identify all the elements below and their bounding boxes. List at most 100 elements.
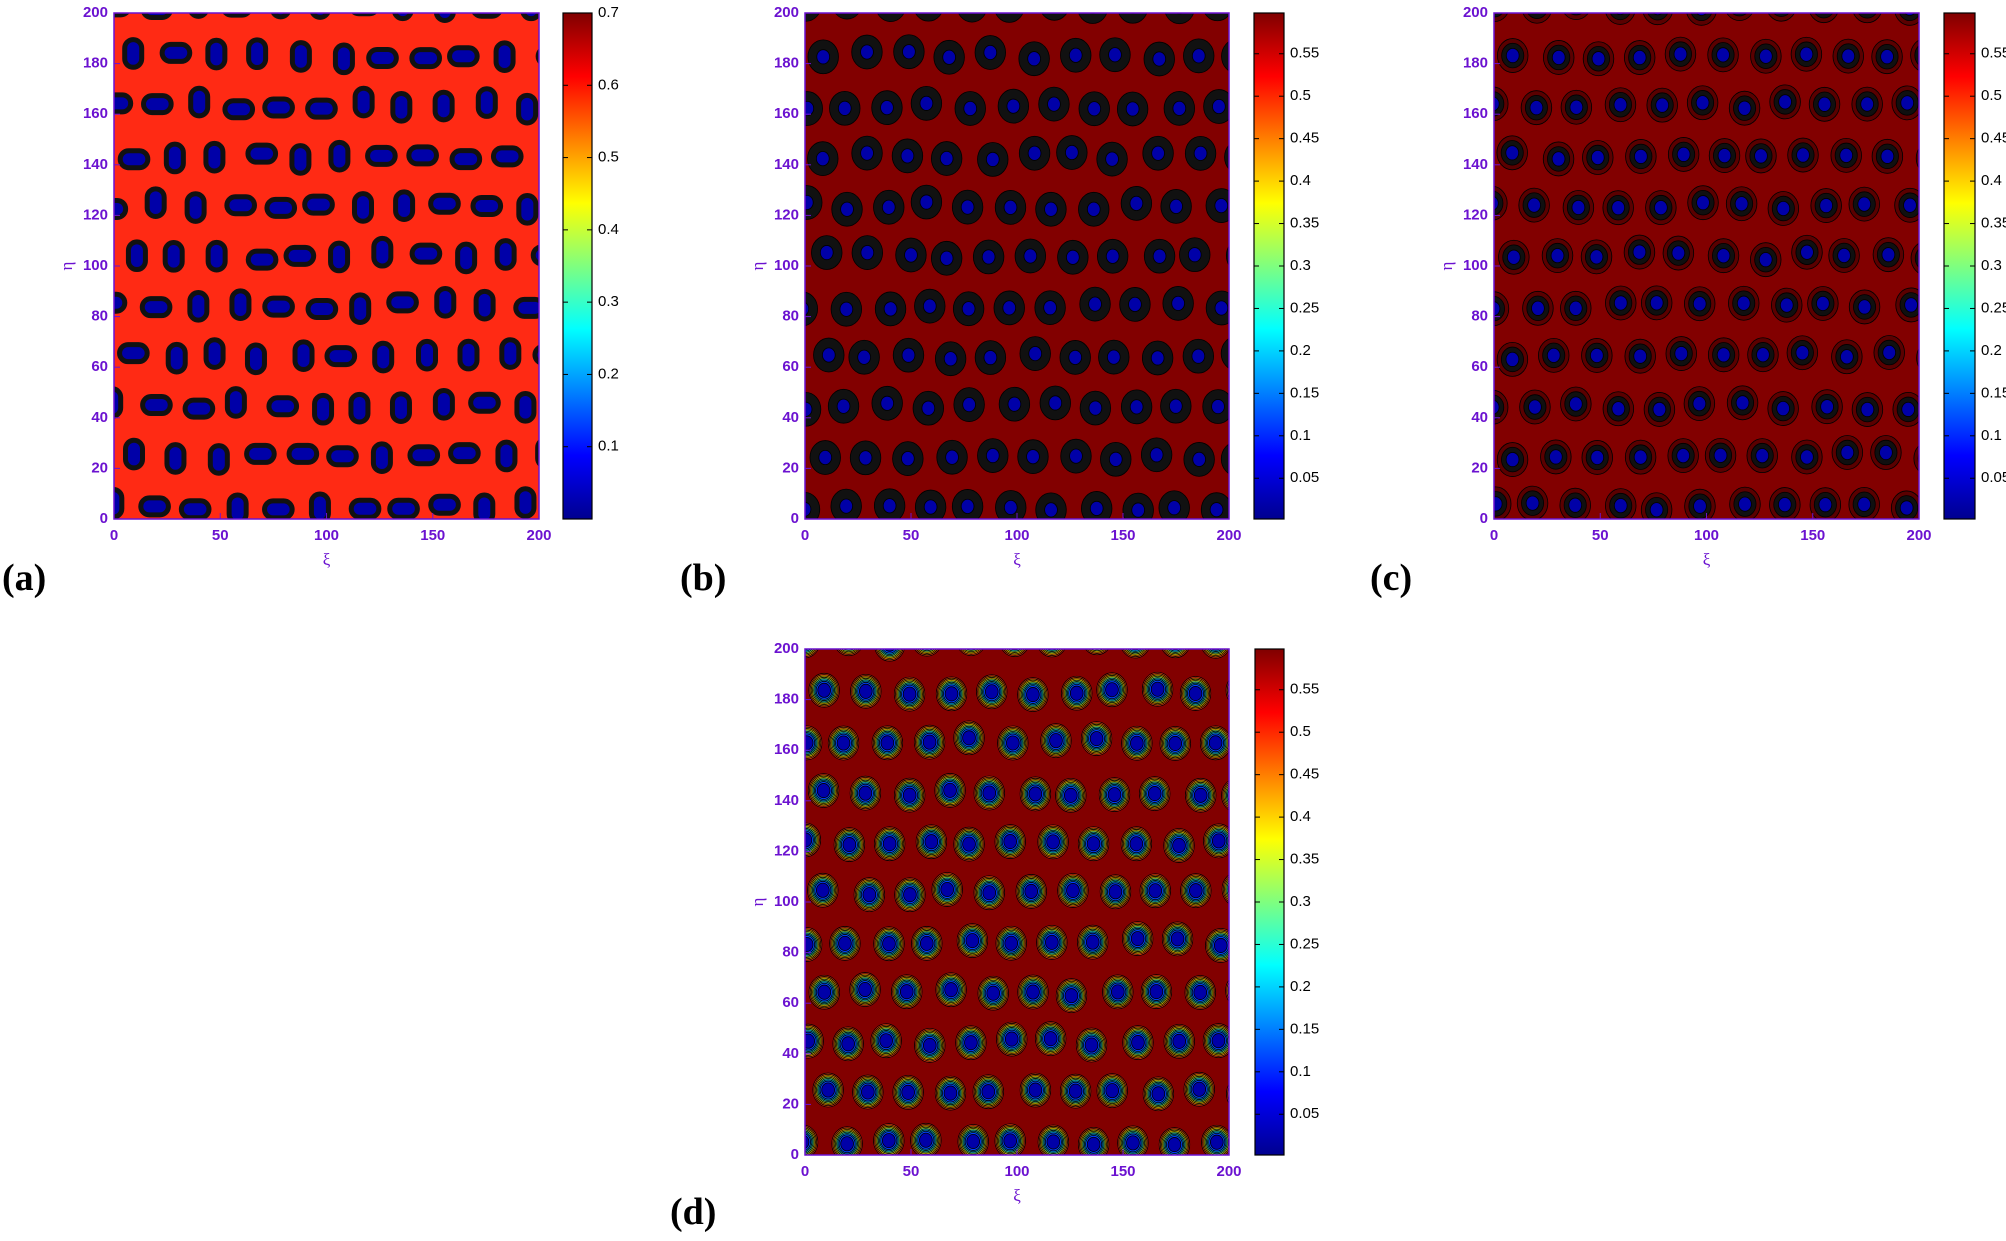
pattern-ring xyxy=(1224,144,1229,170)
pattern-ring xyxy=(965,649,977,651)
pattern-spot xyxy=(922,1037,937,1053)
colorbar-tick-label: 0.15 xyxy=(1981,384,2006,401)
pattern-ring xyxy=(995,13,1024,23)
pattern-spot xyxy=(760,838,773,852)
pattern-ring xyxy=(753,932,772,953)
pattern-spot xyxy=(800,0,813,11)
pattern-spot xyxy=(1193,984,1208,1000)
pattern-ring xyxy=(1234,1085,1250,1103)
pattern-spot xyxy=(365,144,398,167)
pattern-ring xyxy=(756,1032,775,1053)
pattern-spot xyxy=(881,1133,896,1149)
pattern-spot xyxy=(428,192,461,215)
pattern-ring xyxy=(1044,649,1060,652)
pattern-ring xyxy=(1225,679,1229,702)
pattern-ring xyxy=(1130,649,1140,651)
pattern-ring xyxy=(1439,386,1470,420)
pattern-spot xyxy=(387,497,420,519)
pattern-spot xyxy=(163,141,186,175)
pattern-spot xyxy=(1903,197,1917,213)
pattern-spot xyxy=(1945,0,1958,14)
pattern-spot xyxy=(841,1036,855,1052)
pattern-spot xyxy=(1857,496,1872,512)
pattern-spot xyxy=(449,148,483,171)
pattern-spot xyxy=(1086,836,1101,852)
pattern-spot xyxy=(370,441,393,475)
pattern-spot xyxy=(455,241,478,275)
pattern-spot xyxy=(1192,1081,1207,1097)
pattern-spot xyxy=(862,887,877,903)
pattern-spot xyxy=(960,498,975,514)
y-tick-label: 0 xyxy=(791,1146,799,1163)
pattern-spot xyxy=(1449,497,1462,511)
pattern-ring xyxy=(1220,338,1229,369)
pattern-spot xyxy=(1208,735,1223,751)
panel-label: (b) xyxy=(680,557,726,599)
pattern-spot xyxy=(805,1134,810,1150)
pattern-spot xyxy=(1189,883,1203,899)
pattern-spot xyxy=(245,248,279,271)
pattern-spot xyxy=(1211,1033,1226,1049)
colorbar-tick-label: 0.3 xyxy=(598,293,619,310)
pattern-spot xyxy=(1002,300,1017,316)
pattern-spot xyxy=(1549,449,1563,465)
pattern-ring xyxy=(1440,287,1471,321)
pattern-spot xyxy=(758,738,771,752)
pattern-ring xyxy=(1232,680,1251,701)
colorbar-tick-label: 0.2 xyxy=(1981,342,2002,359)
pattern-ring xyxy=(757,736,773,754)
pattern-spot xyxy=(428,493,461,516)
x-tick-label: 150 xyxy=(1110,1163,1135,1180)
pattern-ring xyxy=(1171,649,1180,651)
pattern-ring xyxy=(919,630,935,648)
pattern-spot xyxy=(58,0,86,14)
pattern-spot xyxy=(332,42,355,76)
pattern-spot xyxy=(818,449,833,466)
pattern-spot xyxy=(1105,1083,1120,1099)
pattern-spot xyxy=(805,101,815,117)
x-tick-label: 150 xyxy=(1110,527,1135,544)
pattern-spot xyxy=(324,345,358,368)
pattern-ring xyxy=(1441,0,1463,19)
colorbar-tick-label: 0.4 xyxy=(1981,172,2002,189)
pattern-spot xyxy=(1049,733,1063,749)
pattern-spot xyxy=(1214,300,1229,316)
pattern-ring xyxy=(1128,649,1142,652)
pattern-spot xyxy=(817,984,832,1000)
pattern-spot xyxy=(819,245,834,261)
pattern-ring xyxy=(1914,248,1919,269)
pattern-spot xyxy=(473,288,496,322)
pattern-spot xyxy=(1003,1133,1018,1149)
pattern-spot xyxy=(1150,681,1165,697)
pattern-spot xyxy=(1570,0,1583,10)
pattern-ring xyxy=(1227,1086,1229,1102)
pattern-spot xyxy=(1857,196,1872,212)
pattern-spot xyxy=(1613,97,1628,113)
pattern-spot xyxy=(965,933,980,949)
pattern-ring xyxy=(1089,629,1105,647)
pattern-ring xyxy=(1046,649,1058,651)
panel-label: (c) xyxy=(1370,557,1412,599)
pattern-spot xyxy=(1494,301,1501,317)
pattern-spot xyxy=(1131,1035,1145,1051)
colorbar-tick-label: 0.5 xyxy=(598,149,619,166)
pattern-spot xyxy=(1003,499,1018,515)
pattern-spot xyxy=(1167,1137,1182,1153)
y-axis-label: η xyxy=(1437,262,1456,271)
pattern-ring xyxy=(1226,881,1229,897)
pattern-spot xyxy=(817,682,831,698)
pattern-spot xyxy=(1193,145,1208,161)
pattern-spot xyxy=(805,735,814,751)
y-tick-label: 120 xyxy=(83,206,108,223)
pattern-spot xyxy=(1550,248,1565,264)
pattern-spot xyxy=(1590,149,1605,166)
pattern-spot xyxy=(816,783,831,799)
pattern-spot xyxy=(1230,346,1243,360)
pattern-spot xyxy=(981,249,996,265)
pattern-spot xyxy=(229,288,252,321)
pattern-ring xyxy=(755,1132,778,1158)
pattern-ring xyxy=(754,934,770,952)
pattern-ring xyxy=(1527,13,1547,19)
pattern-spot xyxy=(1925,151,1938,165)
pattern-spot xyxy=(144,186,167,219)
